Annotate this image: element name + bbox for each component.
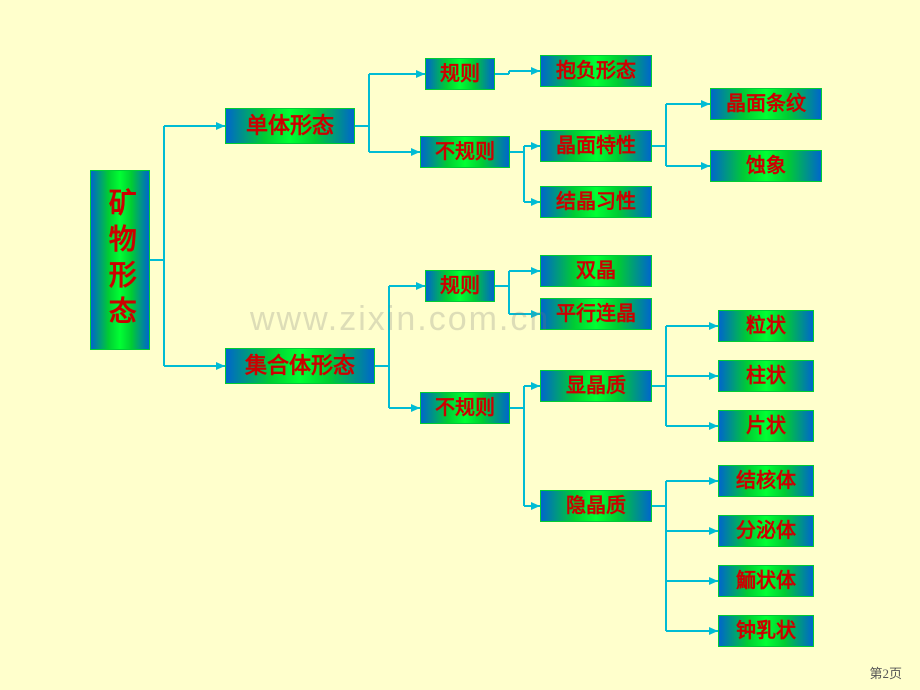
node-secretion: 分泌体 (718, 515, 814, 547)
node-label: 分泌体 (736, 521, 796, 542)
node-habit: 结晶习性 (540, 186, 652, 218)
node-aggregate: 集合体形态 (225, 348, 375, 384)
node-columnar: 柱状 (718, 360, 814, 392)
node-label: 显晶质 (566, 376, 626, 397)
node-label: 片状 (746, 416, 786, 437)
node-label: 单体形态 (246, 114, 334, 137)
node-label: 晶面特性 (556, 136, 636, 157)
node-nodule: 结核体 (718, 465, 814, 497)
node-label: 双晶 (576, 261, 616, 282)
node-label: 鮞状体 (736, 571, 796, 592)
node-oolitic: 鮞状体 (718, 565, 814, 597)
node-single: 单体形态 (225, 108, 355, 144)
node-irrule2: 不规则 (420, 392, 510, 424)
node-label: 规则 (440, 64, 480, 85)
page-number: 第2页 (869, 663, 902, 682)
node-facechar: 晶面特性 (540, 130, 652, 162)
node-label: 结晶习性 (556, 192, 636, 213)
node-hidden: 隐晶质 (540, 490, 652, 522)
node-label: 抱负形态 (556, 61, 636, 82)
node-label: 不规则 (435, 398, 495, 419)
node-facestripe: 晶面条纹 (710, 88, 822, 120)
node-twin: 双晶 (540, 255, 652, 287)
node-label: 晶面条纹 (726, 94, 806, 115)
node-granular: 粒状 (718, 310, 814, 342)
node-aspire: 抱负形态 (540, 55, 652, 87)
node-visible: 显晶质 (540, 370, 652, 402)
node-label: 粒状 (746, 316, 786, 337)
node-parallel: 平行连晶 (540, 298, 652, 330)
watermark: www.zixin.com.cn (250, 300, 550, 339)
node-label: 集合体形态 (245, 354, 355, 377)
node-platy: 片状 (718, 410, 814, 442)
node-label: 柱状 (746, 366, 786, 387)
node-etch: 蚀象 (710, 150, 822, 182)
node-root: 矿物形态 (90, 170, 150, 350)
node-label: 蚀象 (746, 156, 786, 177)
node-rule1: 规则 (425, 58, 495, 90)
node-label: 平行连晶 (556, 304, 636, 325)
node-stalactite: 钟乳状 (718, 615, 814, 647)
node-label: 结核体 (736, 471, 796, 492)
node-label: 矿物形态 (105, 188, 134, 332)
node-rule2: 规则 (425, 270, 495, 302)
node-irrule1: 不规则 (420, 136, 510, 168)
node-label: 不规则 (435, 142, 495, 163)
node-label: 规则 (440, 276, 480, 297)
node-label: 隐晶质 (566, 496, 626, 517)
node-label: 钟乳状 (736, 621, 796, 642)
